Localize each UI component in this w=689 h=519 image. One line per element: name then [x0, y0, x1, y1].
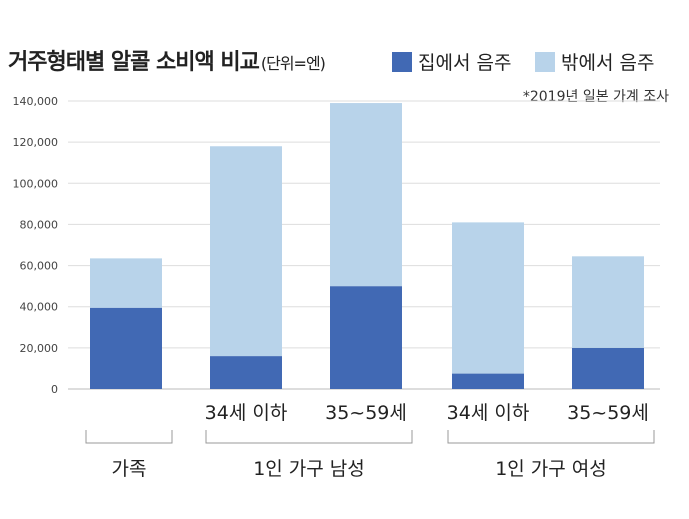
group-label: 1인 가구 남성 — [253, 458, 365, 480]
group-label: 1인 가구 여성 — [495, 458, 607, 480]
group-bracket — [447, 430, 655, 444]
y-tick-label: 120,000 — [13, 136, 59, 149]
bar-out-3 — [452, 222, 524, 374]
y-tick-label: 140,000 — [13, 95, 59, 108]
legend-item-out: 밖에서 음주 — [535, 48, 654, 75]
y-tick-label: 0 — [51, 383, 58, 396]
group-label: 가족 — [112, 458, 147, 480]
bar-home-1 — [210, 356, 282, 389]
bar-out-4 — [572, 256, 644, 348]
group-bracket — [85, 430, 173, 444]
legend-swatch-out — [535, 51, 555, 72]
x-tick-label: 34세 이하 — [447, 402, 530, 424]
unit-label: (단위=엔) — [260, 54, 326, 73]
chart-title-text: 거주형태별 알콜 소비액 비교 — [8, 50, 260, 75]
x-tick-label: 34세 이하 — [205, 402, 288, 424]
bar-home-3 — [452, 373, 524, 389]
bar-out-1 — [210, 146, 282, 357]
x-tick-label: 35~59세 — [325, 402, 407, 424]
y-tick-label: 20,000 — [20, 342, 59, 355]
bar-out-2 — [330, 103, 402, 287]
y-tick-label: 80,000 — [20, 218, 59, 231]
bar-out-0 — [90, 258, 162, 308]
y-tick-label: 40,000 — [20, 301, 59, 314]
y-tick-label: 60,000 — [20, 260, 59, 273]
legend-label-home: 집에서 음주 — [418, 52, 512, 74]
group-bracket — [205, 430, 413, 444]
x-tick-label: 35~59세 — [567, 402, 649, 424]
bar-home-4 — [572, 347, 644, 389]
bar-home-0 — [90, 307, 162, 389]
y-tick-label: 100,000 — [13, 177, 59, 190]
legend-label-out: 밖에서 음주 — [561, 52, 655, 74]
bar-home-2 — [330, 286, 402, 389]
legend-swatch-home — [392, 51, 412, 72]
chart-title: 거주형태별 알콜 소비액 비교 (단위=엔) — [8, 44, 326, 76]
legend-item-home: 집에서 음주 — [392, 48, 511, 75]
